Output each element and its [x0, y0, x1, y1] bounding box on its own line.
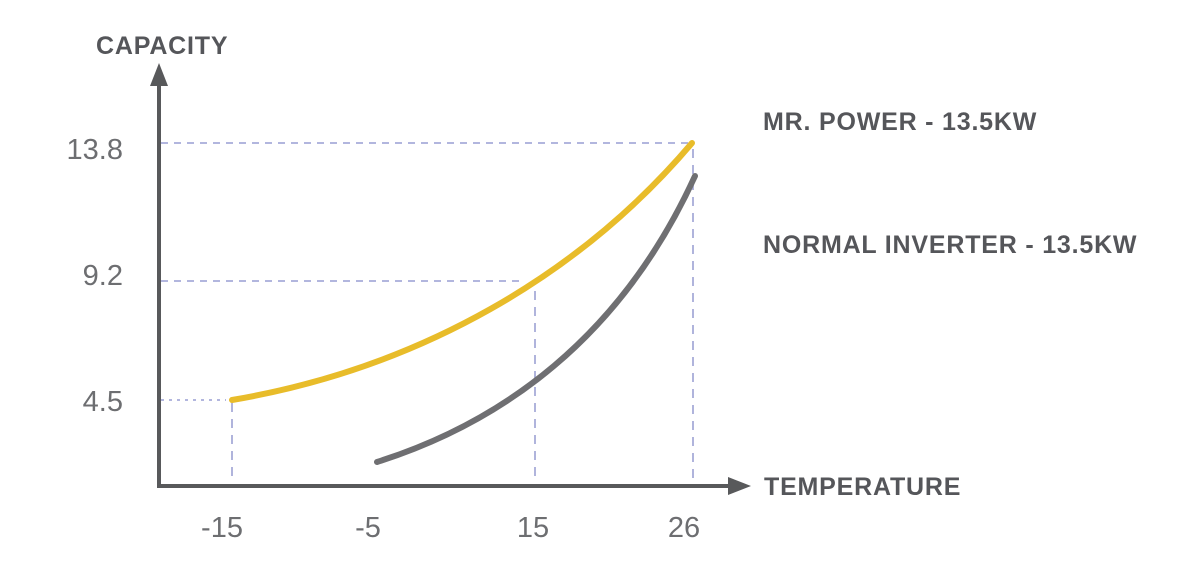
legend-normal-inverter: NORMAL INVERTER - 13.5KW: [763, 231, 1138, 259]
x-tick-label-26: 26: [667, 512, 701, 544]
series-normal-inverter-curve: [374, 173, 698, 465]
y-tick-label-13.8: 13.8: [66, 134, 123, 166]
legend-mr-power: MR. POWER - 13.5KW: [763, 108, 1038, 136]
x-tick-label--5: -5: [355, 512, 381, 544]
series-mr-power-curve: [229, 140, 695, 403]
x-axis-title: TEMPERATURE: [764, 473, 962, 501]
x-tick-label--15: -15: [201, 512, 243, 544]
x-tick-label-15: 15: [516, 512, 550, 544]
x-axis-arrowhead-icon: [728, 477, 751, 495]
y-tick-label-9.2: 9.2: [82, 260, 123, 292]
y-tick-label-4.5: 4.5: [82, 386, 123, 418]
y-axis-arrowhead-icon: [150, 63, 168, 86]
y-axis-title: CAPACITY: [96, 32, 229, 60]
